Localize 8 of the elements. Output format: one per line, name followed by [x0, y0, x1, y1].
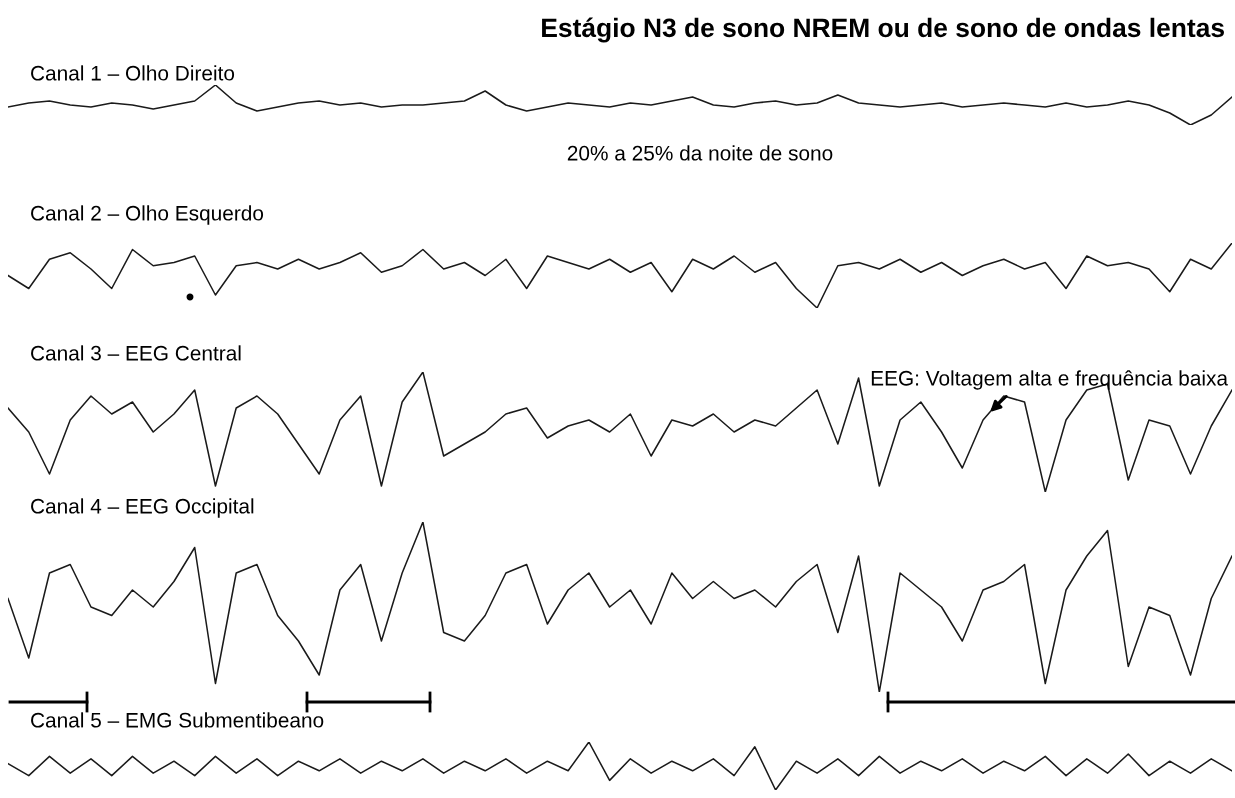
chart-title: Estágio N3 de sono NREM ou de sono de ondas lentas	[542, 17, 1224, 43]
chart-title: Canal 2 – Olho Esquerdo	[31, 205, 264, 225]
chart-title: Canal 3 – EEG Central	[31, 345, 241, 361]
text: 20% a 25% da noite de sono	[567, 145, 833, 161]
chart-title: Canal 5 – EMG Submentibeano	[31, 712, 324, 728]
chart-subtitle: Canal 1 – Olho Direito	[31, 65, 235, 81]
annotation: EEG: Voltagem alta e frequência baixa	[871, 370, 1229, 390]
chart-title: Canal 4 – EEG Occipital	[31, 498, 254, 518]
